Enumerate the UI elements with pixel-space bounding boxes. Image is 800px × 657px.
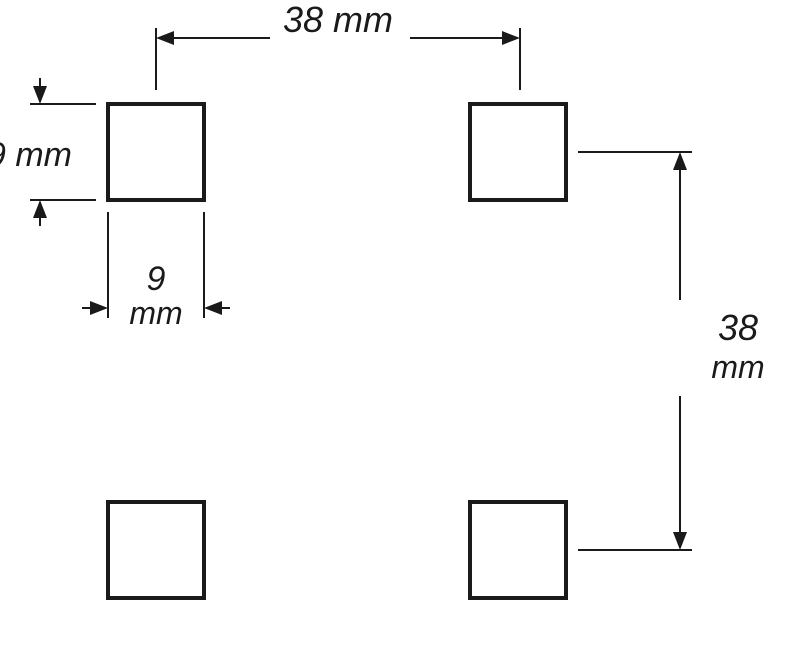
- dimension-right-label-1: 38: [718, 307, 758, 348]
- square-top-right: [470, 104, 566, 200]
- dimension-top-label: 38 mm: [283, 0, 393, 40]
- square-bottom-left: [108, 502, 204, 598]
- dimension-left-label: 9 mm: [0, 136, 72, 174]
- square-top-left: [108, 104, 204, 200]
- dimension-bottom-width: 9 mm: [82, 212, 230, 331]
- dimension-right-pitch: 38 mm: [578, 152, 765, 550]
- dimension-diagram: 38 mm 9 mm 9 mm 38 mm: [0, 0, 800, 657]
- dimension-top-pitch: 38 mm: [156, 0, 520, 90]
- dimension-right-label-2: mm: [711, 349, 764, 385]
- dimension-left-height: 9 mm: [0, 78, 96, 226]
- dimension-bottom-label-2: mm: [129, 295, 182, 331]
- square-bottom-right: [470, 502, 566, 598]
- dimension-bottom-label-1: 9: [147, 260, 166, 298]
